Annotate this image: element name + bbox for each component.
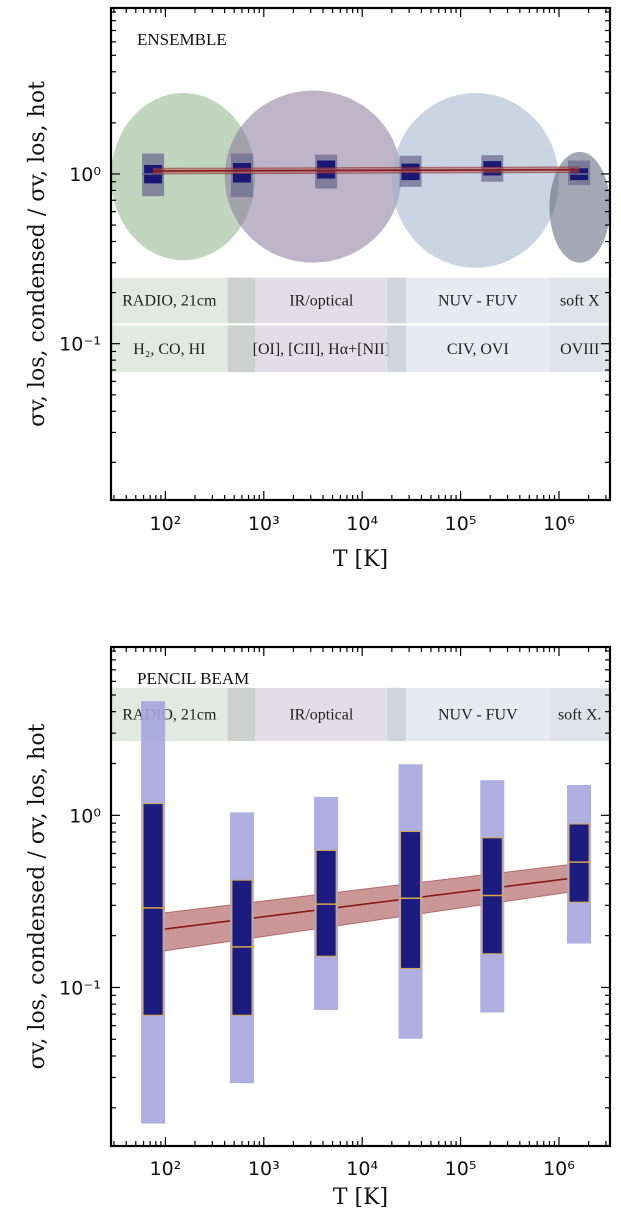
panel-title: ENSEMBLE bbox=[137, 30, 227, 49]
fit-line bbox=[153, 168, 580, 172]
band-rect bbox=[111, 687, 228, 742]
band-rect bbox=[111, 277, 228, 324]
x-tick-label: 10⁴ bbox=[346, 1158, 378, 1180]
x-axis-label: T [K] bbox=[333, 547, 388, 572]
band-rect bbox=[387, 277, 407, 324]
y-tick-label: 10⁻¹ bbox=[59, 977, 101, 999]
band-rect bbox=[406, 687, 550, 742]
distribution-ellipse bbox=[111, 92, 256, 261]
band-rect bbox=[255, 325, 388, 373]
band-label: soft X bbox=[560, 292, 600, 309]
x-tick-label: 10⁵ bbox=[445, 1158, 477, 1180]
band-label: RADIO, 21cm bbox=[122, 292, 217, 309]
band-label: RADIO, 21cm bbox=[122, 706, 217, 723]
y-tick-label: 10⁰ bbox=[69, 164, 101, 186]
interquartile-bar bbox=[315, 849, 337, 957]
interquartile-bar bbox=[400, 831, 422, 969]
y-axis-label: σv, los, condensed / σv, los, hot bbox=[25, 723, 50, 1069]
band-rect bbox=[406, 277, 550, 324]
band-rect bbox=[255, 687, 388, 742]
band-label: CIV, OVI bbox=[447, 341, 509, 358]
x-tick-label: 10⁶ bbox=[543, 513, 575, 535]
band-rect bbox=[255, 277, 388, 324]
axes-frame bbox=[109, 6, 612, 502]
band-label: NUV - FUV bbox=[438, 706, 518, 723]
ensemble-chart: RADIO, 21cm IR/optical NUV - FUV soft X H₂, … bbox=[25, 6, 612, 572]
band-rect bbox=[387, 687, 407, 742]
y-axis-label: σv, los, condensed / σv, los, hot bbox=[25, 81, 50, 427]
fit-confidence-band bbox=[160, 862, 585, 952]
band-label: IR/optical bbox=[289, 706, 354, 723]
interquartile-bar bbox=[568, 823, 590, 903]
band-rect bbox=[227, 277, 256, 324]
band-label: soft X. bbox=[558, 706, 602, 723]
plot-area: RADIO, 21cm IR/optical NUV - FUV soft X H₂, … bbox=[111, 90, 610, 373]
band-label: OVIII bbox=[560, 341, 599, 358]
band-label: H₂, CO, HI bbox=[133, 341, 205, 358]
band-rect bbox=[406, 325, 550, 373]
band-rect bbox=[387, 325, 407, 373]
axes-frame bbox=[109, 645, 612, 1148]
x-tick-label: 10² bbox=[149, 513, 181, 535]
band-label: [OI], [CII], Hα+[NII] bbox=[253, 341, 390, 358]
distribution-ellipse bbox=[391, 92, 559, 268]
interquartile-bar bbox=[231, 879, 253, 1016]
x-tick-label: 10⁴ bbox=[346, 513, 378, 535]
band-rect bbox=[111, 325, 228, 373]
band-label: IR/optical bbox=[289, 292, 354, 309]
band-rect bbox=[549, 325, 610, 373]
band-rect bbox=[227, 687, 256, 742]
x-axis-label: T [K] bbox=[333, 1185, 388, 1210]
interquartile-bar bbox=[142, 803, 164, 1016]
band-label: NUV - FUV bbox=[438, 292, 518, 309]
plot-area: RADIO, 21cm IR/optical NUV - FUV soft X. bbox=[111, 687, 610, 1124]
panel-title: PENCIL BEAM bbox=[137, 669, 249, 688]
y-tick-label: 10⁻¹ bbox=[59, 334, 101, 356]
band-rect bbox=[549, 687, 610, 742]
band-rect bbox=[549, 277, 610, 324]
fit-line bbox=[160, 875, 585, 931]
x-tick-label: 10² bbox=[149, 1158, 181, 1180]
x-tick-label: 10³ bbox=[248, 513, 280, 535]
distribution-ellipse bbox=[549, 151, 610, 263]
pencil-beam-chart: RADIO, 21cm IR/optical NUV - FUV soft X. 10²… bbox=[25, 645, 612, 1210]
band-rect bbox=[227, 325, 256, 373]
x-tick-label: 10⁶ bbox=[543, 1158, 575, 1180]
x-tick-label: 10⁵ bbox=[445, 513, 477, 535]
x-tick-label: 10³ bbox=[248, 1158, 280, 1180]
y-tick-label: 10⁰ bbox=[69, 805, 101, 827]
distribution-ellipse bbox=[224, 90, 402, 263]
